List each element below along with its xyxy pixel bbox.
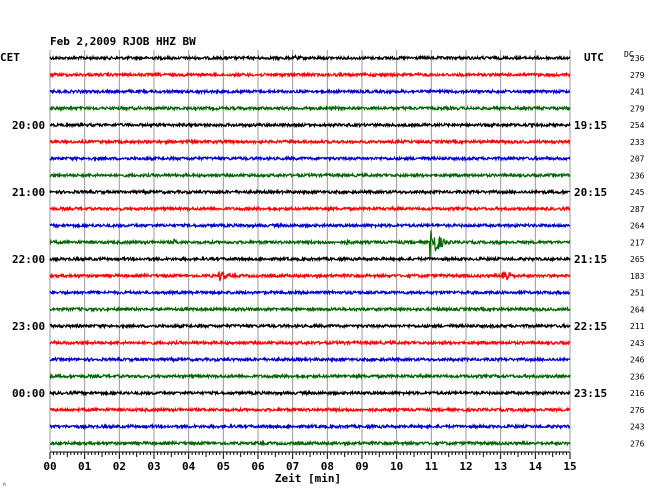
x-axis-label: Zeit [min]: [275, 472, 341, 485]
x-tick-label: 00: [43, 460, 56, 473]
right-time-label: 21:15: [574, 253, 607, 266]
right-time-label: 19:15: [574, 119, 607, 132]
trace-line: [49, 255, 571, 263]
trace-line: [49, 205, 571, 213]
right-time-label: 23:15: [574, 387, 607, 400]
dc-value: 183: [630, 272, 645, 281]
trace-line: [49, 288, 571, 297]
dc-value: 217: [630, 238, 645, 247]
x-tick-label: 13: [494, 460, 507, 473]
x-tick-label: 07: [286, 460, 299, 473]
left-time-label: 21:00: [12, 186, 45, 199]
dc-value: 207: [630, 155, 645, 164]
x-tick-label: 15: [563, 460, 576, 473]
x-tick-label: 06: [251, 460, 265, 473]
x-tick-label: 01: [78, 460, 92, 473]
x-tick-label: 14: [529, 460, 543, 473]
x-tick-label: 03: [147, 460, 160, 473]
left-time-label: 20:00: [12, 119, 45, 132]
dc-value: 236: [630, 372, 645, 381]
trace-line: [49, 339, 571, 347]
trace-line: [49, 171, 571, 179]
right-timezone-label: UTC: [584, 51, 604, 64]
dc-value: 254: [630, 121, 645, 130]
dc-value: 287: [630, 205, 645, 214]
dc-value: 236: [630, 171, 645, 180]
seismic-traces: [49, 53, 571, 447]
left-time-label: 23:00: [12, 320, 45, 333]
dc-value: 211: [630, 322, 645, 331]
dc-value: 276: [630, 406, 645, 415]
trace-line: [49, 138, 571, 146]
dc-value: 265: [630, 255, 645, 264]
x-tick-label: 02: [113, 460, 126, 473]
trace-line: [49, 389, 571, 397]
dc-values-column: 236 279 241 279 254 233 207 236 245 287 264 217 265 1…: [630, 54, 645, 448]
dc-value: 246: [630, 356, 645, 365]
dc-column-header: DC: [624, 50, 634, 59]
trace-line: [49, 221, 571, 230]
x-tick-label: 12: [459, 460, 472, 473]
right-time-label: 20:15: [574, 186, 607, 199]
dc-value: 245: [630, 188, 645, 197]
trace-line: [49, 406, 571, 414]
dc-value: 233: [630, 138, 645, 147]
left-time-axis: 20:00 21:00 22:00 23:00 00:00: [12, 119, 45, 400]
dc-value: 241: [630, 88, 645, 97]
footer-mark: ᴬ: [2, 481, 7, 490]
dc-value: 216: [630, 389, 645, 398]
trace-line: [49, 104, 571, 112]
x-axis: 00 01 02 03 04 05 06 07 08 09 10 11 12 13 14 15: [43, 451, 577, 473]
dc-value: 236: [630, 54, 645, 63]
trace-line: [49, 230, 571, 261]
chart-title: Feb 2,2009 RJOB HHZ BW: [50, 35, 196, 48]
minute-gridlines: [49, 50, 571, 452]
trace-line: [49, 355, 571, 364]
left-timezone-label: CET: [0, 51, 20, 64]
dc-value: 264: [630, 222, 645, 231]
trace-line: [49, 270, 571, 283]
dc-value: 279: [630, 71, 645, 80]
left-time-label: 22:00: [12, 253, 45, 266]
dc-value: 243: [630, 423, 645, 432]
dc-value: 243: [630, 339, 645, 348]
x-tick-label: 11: [425, 460, 439, 473]
trace-line: [49, 154, 571, 163]
right-time-axis: 19:15 20:15 21:15 22:15 23:15: [574, 119, 607, 400]
trace-line: [49, 53, 571, 62]
trace-line: [49, 322, 571, 330]
trace-line: [49, 422, 571, 431]
x-tick-label: 09: [355, 460, 368, 473]
trace-line: [49, 188, 571, 196]
x-tick-label: 10: [390, 460, 403, 473]
x-tick-label: 08: [321, 460, 334, 473]
x-tick-label: 05: [217, 460, 230, 473]
dc-value: 276: [630, 439, 645, 448]
right-time-label: 22:15: [574, 320, 607, 333]
trace-line: [49, 372, 571, 380]
x-tick-label: 04: [182, 460, 196, 473]
trace-line: [49, 305, 571, 313]
trace-line: [49, 71, 571, 79]
dc-value: 251: [630, 289, 645, 298]
left-time-label: 00:00: [12, 387, 45, 400]
trace-line: [49, 439, 571, 447]
trace-line: [49, 87, 571, 96]
dc-value: 279: [630, 104, 645, 113]
trace-line: [49, 121, 571, 129]
dc-value: 264: [630, 305, 645, 314]
